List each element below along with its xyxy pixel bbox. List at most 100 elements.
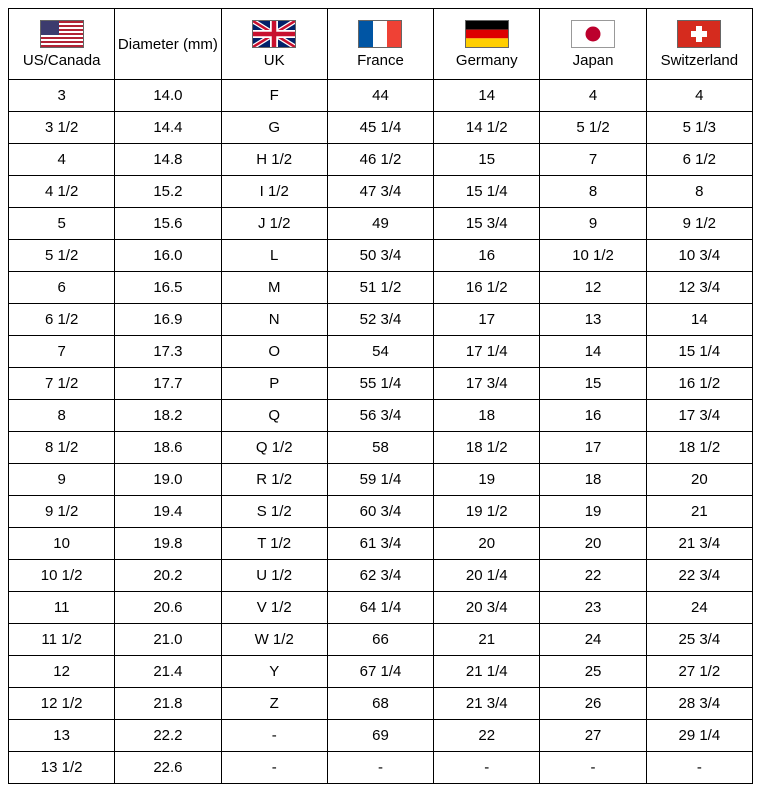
table-cell: L <box>221 240 327 272</box>
table-row: 919.0R 1/259 1/4191820 <box>9 464 753 496</box>
table-cell: 26 <box>540 688 646 720</box>
table-cell: 14.0 <box>115 80 221 112</box>
table-cell: 24 <box>540 624 646 656</box>
table-cell: 3 <box>9 80 115 112</box>
table-cell: 10 1/2 <box>9 560 115 592</box>
table-cell: 17.7 <box>115 368 221 400</box>
table-cell: 4 <box>646 80 752 112</box>
table-cell: 13 1/2 <box>9 752 115 784</box>
table-cell: 24 <box>646 592 752 624</box>
table-cell: 18.6 <box>115 432 221 464</box>
table-cell: 55 1/4 <box>327 368 433 400</box>
table-cell: 16.9 <box>115 304 221 336</box>
table-row: 818.2Q56 3/4181617 3/4 <box>9 400 753 432</box>
table-cell: 21 <box>434 624 540 656</box>
table-cell: 15.2 <box>115 176 221 208</box>
header-row: US/Canada Diameter (mm) UK <box>9 9 753 80</box>
table-cell: 15 <box>434 144 540 176</box>
table-cell: 5 1/3 <box>646 112 752 144</box>
table-cell: 18.2 <box>115 400 221 432</box>
table-cell: 29 1/4 <box>646 720 752 752</box>
table-cell: 21 3/4 <box>434 688 540 720</box>
flag-us-icon <box>40 20 84 48</box>
table-cell: 17 3/4 <box>646 400 752 432</box>
table-cell: 17 <box>540 432 646 464</box>
table-cell: 10 <box>9 528 115 560</box>
ring-size-table: US/Canada Diameter (mm) UK <box>8 8 753 784</box>
table-cell: 8 <box>9 400 115 432</box>
table-cell: 22 <box>540 560 646 592</box>
table-cell: 27 1/2 <box>646 656 752 688</box>
table-cell: 20 3/4 <box>434 592 540 624</box>
table-cell: 64 1/4 <box>327 592 433 624</box>
table-cell: 54 <box>327 336 433 368</box>
table-cell: 44 <box>327 80 433 112</box>
table-row: 717.3O5417 1/41415 1/4 <box>9 336 753 368</box>
table-cell: 9 <box>540 208 646 240</box>
table-cell: Q <box>221 400 327 432</box>
table-cell: 7 <box>540 144 646 176</box>
table-cell: 21.8 <box>115 688 221 720</box>
table-cell: - <box>540 752 646 784</box>
col-header-france: France <box>327 9 433 80</box>
table-cell: 47 3/4 <box>327 176 433 208</box>
table-cell: 28 3/4 <box>646 688 752 720</box>
table-cell: 4 <box>9 144 115 176</box>
table-cell: F <box>221 80 327 112</box>
table-cell: 19 <box>434 464 540 496</box>
table-cell: 27 <box>540 720 646 752</box>
col-header-japan: Japan <box>540 9 646 80</box>
table-cell: 61 3/4 <box>327 528 433 560</box>
table-cell: 16 <box>540 400 646 432</box>
col-header-germany: Germany <box>434 9 540 80</box>
table-row: 414.8H 1/246 1/21576 1/2 <box>9 144 753 176</box>
table-cell: J 1/2 <box>221 208 327 240</box>
table-cell: H 1/2 <box>221 144 327 176</box>
table-cell: 16 1/2 <box>646 368 752 400</box>
col-label-diameter: Diameter (mm) <box>118 36 218 53</box>
table-cell: - <box>221 752 327 784</box>
col-header-uk: UK <box>221 9 327 80</box>
table-cell: 14 <box>646 304 752 336</box>
table-cell: 66 <box>327 624 433 656</box>
table-cell: 23 <box>540 592 646 624</box>
table-cell: - <box>327 752 433 784</box>
table-row: 9 1/219.4S 1/260 3/419 1/21921 <box>9 496 753 528</box>
table-row: 1221.4Y67 1/421 1/42527 1/2 <box>9 656 753 688</box>
table-cell: 14 <box>434 80 540 112</box>
table-row: 616.5M51 1/216 1/21212 3/4 <box>9 272 753 304</box>
table-cell: U 1/2 <box>221 560 327 592</box>
table-cell: 12 1/2 <box>9 688 115 720</box>
table-cell: 19 <box>540 496 646 528</box>
table-cell: 15 <box>540 368 646 400</box>
table-cell: 25 <box>540 656 646 688</box>
table-cell: 22 <box>434 720 540 752</box>
table-cell: V 1/2 <box>221 592 327 624</box>
table-cell: 16 1/2 <box>434 272 540 304</box>
table-cell: 20 <box>540 528 646 560</box>
table-row: 12 1/221.8Z6821 3/42628 3/4 <box>9 688 753 720</box>
table-cell: 6 1/2 <box>646 144 752 176</box>
table-cell: 12 3/4 <box>646 272 752 304</box>
table-cell: 8 <box>540 176 646 208</box>
table-cell: 6 <box>9 272 115 304</box>
table-row: 1019.8T 1/261 3/4202021 3/4 <box>9 528 753 560</box>
table-row: 1120.6V 1/264 1/420 3/42324 <box>9 592 753 624</box>
table-cell: 14.4 <box>115 112 221 144</box>
table-cell: 21.0 <box>115 624 221 656</box>
table-cell: 17 3/4 <box>434 368 540 400</box>
table-cell: O <box>221 336 327 368</box>
table-cell: 20 <box>434 528 540 560</box>
table-cell: 18 1/2 <box>434 432 540 464</box>
table-cell: - <box>221 720 327 752</box>
table-cell: 7 1/2 <box>9 368 115 400</box>
table-cell: 49 <box>327 208 433 240</box>
table-cell: 15 1/4 <box>646 336 752 368</box>
table-cell: 16.0 <box>115 240 221 272</box>
table-cell: 14 1/2 <box>434 112 540 144</box>
table-row: 1322.2-69222729 1/4 <box>9 720 753 752</box>
table-body: 314.0F4414443 1/214.4G45 1/414 1/25 1/25… <box>9 80 753 784</box>
table-cell: T 1/2 <box>221 528 327 560</box>
table-cell: 15 1/4 <box>434 176 540 208</box>
table-cell: 51 1/2 <box>327 272 433 304</box>
